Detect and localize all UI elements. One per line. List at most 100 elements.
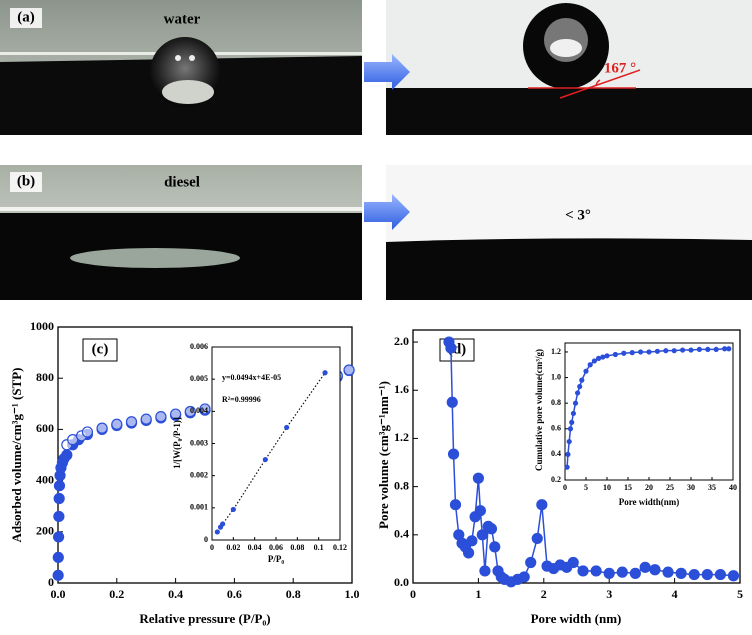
y-tick-label: 0.4 bbox=[394, 527, 409, 541]
data-point bbox=[577, 565, 589, 577]
y-tick-label: 0.6 bbox=[551, 424, 561, 433]
tangent bbox=[559, 69, 641, 99]
y-tick-label: 0.003 bbox=[190, 438, 208, 447]
photo-a-right bbox=[386, 0, 752, 135]
data-point bbox=[701, 568, 713, 581]
x-tick-label: 5 bbox=[737, 587, 743, 601]
y-tick-label: 200 bbox=[36, 524, 54, 538]
data-point bbox=[220, 521, 226, 527]
panel-label: (a) bbox=[17, 9, 35, 25]
data-point bbox=[449, 499, 462, 511]
data-point bbox=[567, 426, 574, 432]
data-point bbox=[52, 531, 65, 543]
data-point bbox=[52, 551, 64, 564]
data-point bbox=[587, 362, 593, 368]
y-tick-label: 0.0 bbox=[394, 575, 409, 589]
y-tick-label: 0.005 bbox=[190, 374, 208, 383]
data-point bbox=[184, 405, 196, 418]
x-axis-label: Pore width(nm) bbox=[619, 497, 680, 507]
photo-b-left bbox=[0, 165, 362, 300]
data-point bbox=[621, 350, 627, 356]
data-point bbox=[603, 567, 615, 579]
data-point bbox=[474, 505, 486, 517]
data-point bbox=[565, 451, 571, 457]
x-tick-label: 1.0 bbox=[345, 587, 360, 601]
data-point bbox=[654, 348, 661, 354]
x-tick-label: 1 bbox=[475, 587, 481, 601]
data-point bbox=[472, 472, 484, 484]
data-point bbox=[663, 348, 669, 354]
data-point bbox=[590, 565, 602, 577]
data-point bbox=[155, 411, 167, 423]
y-tick-label: 0.4 bbox=[551, 449, 561, 458]
y-tick-label: 0.002 bbox=[190, 470, 208, 479]
y-axis-label: 1/[W(P₀/P-1)] bbox=[172, 417, 182, 469]
data-point bbox=[649, 564, 661, 576]
data-point bbox=[170, 408, 182, 420]
x-tick-label: 0.0 bbox=[51, 587, 66, 601]
data-point bbox=[81, 426, 94, 438]
data-point bbox=[688, 347, 694, 353]
data-point bbox=[53, 480, 66, 492]
x-tick-label: 0.8 bbox=[286, 587, 301, 601]
panel-label: (b) bbox=[17, 173, 35, 189]
x-tick-label: 4 bbox=[672, 587, 678, 601]
data-point bbox=[696, 346, 703, 353]
contact-angle: 167 ° bbox=[604, 60, 636, 76]
annotation: R²=0.99996 bbox=[222, 395, 261, 404]
panel-label-box bbox=[82, 338, 118, 362]
data-point bbox=[646, 349, 652, 355]
data-point bbox=[600, 354, 606, 360]
data-point bbox=[61, 449, 73, 461]
y-axis-label: Cumulative pore volume(cm³/g) bbox=[534, 349, 544, 471]
data-point bbox=[485, 523, 498, 535]
data-point bbox=[612, 351, 619, 358]
data-point bbox=[572, 400, 579, 406]
data-point bbox=[462, 547, 475, 559]
y-tick-label: 1.2 bbox=[394, 430, 409, 444]
photo-b-right bbox=[386, 165, 752, 300]
y-axis-label: Adsorbed volume/cm³g⁻¹ (STP) bbox=[9, 368, 24, 543]
data-point bbox=[705, 346, 711, 353]
data-point bbox=[721, 346, 728, 352]
data-point bbox=[140, 413, 152, 425]
data-point bbox=[476, 529, 488, 541]
data-point bbox=[679, 347, 686, 353]
y-tick-label: 0.001 bbox=[190, 503, 208, 512]
y-tick-label: 2.0 bbox=[394, 334, 409, 348]
data-point bbox=[53, 492, 65, 505]
liquid-label: diesel bbox=[164, 174, 200, 190]
data-point bbox=[262, 456, 268, 463]
y-tick-label: 1.2 bbox=[551, 347, 561, 356]
y-tick-label: 1000 bbox=[30, 319, 54, 333]
data-point bbox=[53, 510, 65, 523]
data-point bbox=[96, 422, 108, 434]
y-tick-label: 600 bbox=[36, 421, 54, 435]
x-tick-label: 5 bbox=[584, 483, 588, 492]
y-tick-label: 0 bbox=[48, 575, 54, 589]
data-point bbox=[577, 383, 583, 390]
plot-frame bbox=[564, 342, 734, 481]
x-axis-label: Relative pressure (P/P₀) bbox=[139, 611, 270, 626]
data-point bbox=[525, 556, 537, 569]
data-point bbox=[111, 418, 123, 430]
data-point bbox=[675, 567, 687, 579]
data-point bbox=[479, 565, 491, 577]
data-point bbox=[583, 368, 589, 374]
data-point bbox=[214, 529, 220, 535]
data-point bbox=[284, 424, 290, 431]
data-point bbox=[637, 349, 644, 355]
x-tick-label: 0.1 bbox=[314, 543, 324, 552]
data-point bbox=[726, 346, 732, 352]
x-tick-label: 15 bbox=[624, 483, 632, 492]
x-tick-label: 0 bbox=[210, 543, 214, 552]
x-axis-label: P/P₀ bbox=[268, 554, 284, 564]
data-point bbox=[570, 410, 577, 417]
data-point bbox=[466, 535, 478, 547]
data-point bbox=[591, 358, 598, 364]
y-tick-label: 800 bbox=[36, 370, 54, 384]
data-point bbox=[713, 346, 719, 353]
data-point bbox=[446, 396, 458, 408]
data-point bbox=[569, 419, 575, 425]
liquid-label: water bbox=[164, 11, 201, 27]
